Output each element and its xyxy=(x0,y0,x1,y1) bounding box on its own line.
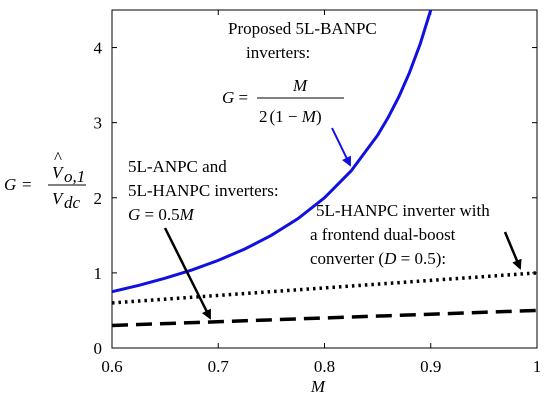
y-tick-label: 2 xyxy=(94,189,103,208)
y-label-den: V xyxy=(52,189,65,208)
anpc-arrow xyxy=(163,227,212,320)
y-label-num: V xyxy=(52,163,65,182)
plot-area xyxy=(111,9,538,349)
annotation-banpc: Proposed 5L-BANPC inverters: G = M 2 (1 −… xyxy=(222,19,377,167)
annotation-anpc: 5L-ANPC and 5L-HANPC inverters: G = 0.5M xyxy=(128,157,279,320)
dualboost-line1: 5L-HANPC inverter with xyxy=(316,201,490,220)
dualboost-line3: converter (D = 0.5): xyxy=(310,249,446,268)
banpc-formula-lhs: G = xyxy=(222,88,248,107)
banpc-line1: Proposed 5L-BANPC xyxy=(228,19,377,38)
y-tick-label: 1 xyxy=(94,264,103,283)
x-axis-label: M xyxy=(310,377,326,396)
series-line-banpc xyxy=(111,9,433,294)
axis-ticks: 0.6 0.7 0.8 0.9 1 0 1 2 3 4 xyxy=(94,10,542,376)
y-label-lhs: G xyxy=(4,175,16,194)
x-tick-label: 1 xyxy=(533,357,542,376)
anpc-line2: 5L-HANPC inverters: xyxy=(128,181,279,200)
banpc-line2: inverters: xyxy=(246,43,310,62)
x-tick-label: 0.8 xyxy=(314,357,335,376)
x-tick-label: 0.9 xyxy=(420,357,441,376)
y-axis-label: G = V ^ o,1 V dc xyxy=(4,148,86,212)
anpc-formula: G = 0.5M xyxy=(128,205,195,224)
x-tick-label: 0.6 xyxy=(101,357,122,376)
x-tick-label: 0.7 xyxy=(208,357,230,376)
annotation-dualboost: 5L-HANPC inverter with a frontend dual-b… xyxy=(310,201,522,270)
y-label-num-hat: ^ xyxy=(54,148,62,167)
dualboost-arrow xyxy=(503,231,522,270)
anpc-line1: 5L-ANPC and xyxy=(128,157,227,176)
svg-text:=: = xyxy=(22,175,32,194)
dualboost-line2: a frontend dual-boost xyxy=(310,225,456,244)
banpc-formula-den: 2 (1 − M) xyxy=(259,107,322,126)
y-tick-label: 4 xyxy=(94,39,103,58)
banpc-arrow xyxy=(331,127,351,167)
y-tick-label: 0 xyxy=(94,339,103,358)
banpc-formula-num: M xyxy=(292,76,308,95)
series-group xyxy=(111,9,538,328)
y-tick-label: 3 xyxy=(94,114,103,133)
y-label-num-sub: o,1 xyxy=(64,167,85,186)
y-label-den-sub: dc xyxy=(64,193,81,212)
